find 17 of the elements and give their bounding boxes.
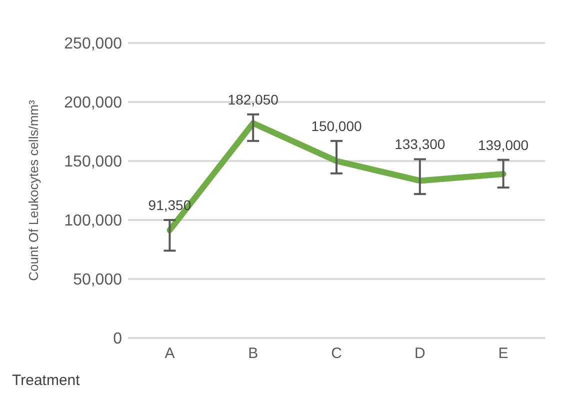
x-tick-label: A <box>164 345 175 362</box>
x-tick-label: B <box>248 345 258 362</box>
y-tick-label: 250,000 <box>64 36 122 53</box>
x-tick-label: C <box>331 345 342 362</box>
data-label: 139,000 <box>478 136 529 153</box>
data-label: 182,050 <box>228 91 279 108</box>
y-axis-title: Count Of Leukocytes cells/mm³ <box>26 100 41 281</box>
y-tick-label: 200,000 <box>64 94 122 112</box>
x-tick-label: E <box>498 345 508 362</box>
data-label: 133,300 <box>394 136 446 152</box>
y-tick-label: 100,000 <box>64 212 122 230</box>
y-tick-label: 50,000 <box>73 272 122 289</box>
x-tick-label: D <box>414 345 426 362</box>
y-tick-label: 150,000 <box>64 154 122 171</box>
data-label: 150,000 <box>311 118 362 134</box>
y-tick-label: 0 <box>113 330 122 348</box>
x-axis-title: Treatment <box>12 372 81 389</box>
